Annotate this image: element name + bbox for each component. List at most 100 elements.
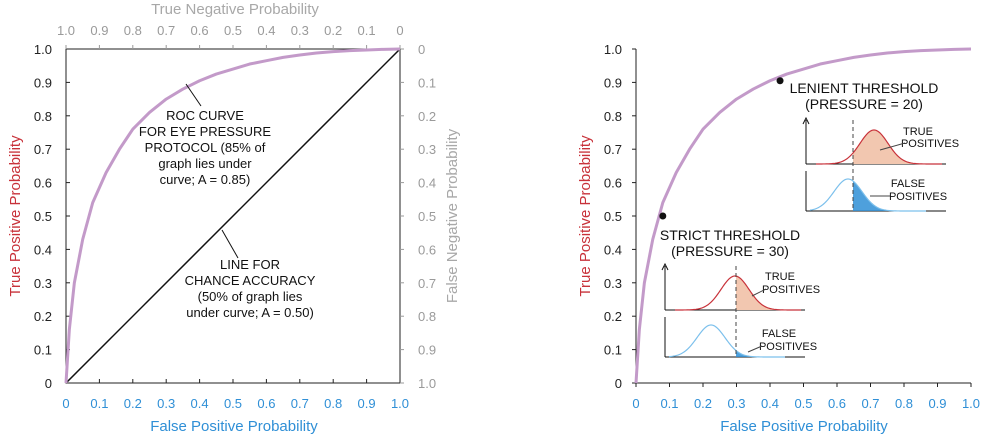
right-x-axis-label: False Positive Probability bbox=[720, 418, 888, 435]
left-chart bbox=[64, 45, 404, 384]
inset-label: TRUE bbox=[903, 126, 933, 138]
right-tick-label: 0.9 bbox=[418, 343, 436, 358]
inset-label: POSITIVES bbox=[889, 191, 947, 203]
noise-distribution bbox=[809, 178, 927, 212]
roc-note-line: ROC CURVE bbox=[166, 108, 244, 123]
roc-leader-line bbox=[185, 83, 202, 107]
right-tick-label: 0.6 bbox=[418, 242, 436, 257]
signal-distribution bbox=[815, 129, 943, 165]
y-tick-label: 0.9 bbox=[604, 75, 622, 90]
x-tick-label: 0.9 bbox=[928, 396, 946, 411]
left-y-axis-label: True Positive Probability bbox=[7, 135, 24, 297]
x-tick-label: 0 bbox=[62, 396, 69, 411]
label-pointer bbox=[747, 345, 763, 353]
top-tick-label: 0.6 bbox=[191, 23, 209, 38]
x-tick-label: 0.1 bbox=[660, 396, 678, 411]
x-tick-label: 0.4 bbox=[761, 396, 779, 411]
x-tick-label: 0.7 bbox=[861, 396, 879, 411]
x-tick-label: 0.8 bbox=[895, 396, 913, 411]
inset-label: POSITIVES bbox=[901, 138, 959, 150]
y-tick-label: 0.3 bbox=[604, 276, 622, 291]
chance-leader-line bbox=[221, 229, 239, 259]
y-tick-label: 0.4 bbox=[604, 242, 622, 257]
left-x-axis-label: False Positive Probability bbox=[150, 418, 318, 435]
y-tick-label: 0.6 bbox=[604, 176, 622, 191]
chance-note-line: under curve; A = 0.50) bbox=[186, 305, 314, 320]
x-tick-label: 0.3 bbox=[727, 396, 745, 411]
x-tick-label: 0.3 bbox=[157, 396, 175, 411]
y-tick-label: 0.2 bbox=[34, 309, 52, 324]
inset-label: POSITIVES bbox=[762, 284, 820, 296]
strict-inset-labels: TRUE POSITIVES FALSE POSITIVES bbox=[759, 271, 820, 353]
inset-label: TRUE bbox=[765, 271, 795, 283]
y-tick-label: 0 bbox=[45, 376, 52, 391]
x-tick-label: 0.4 bbox=[191, 396, 209, 411]
lenient-label-line: (PRESSURE = 20) bbox=[805, 96, 923, 112]
y-tick-label: 0.7 bbox=[34, 142, 52, 157]
roc-note-line: graph lies under bbox=[158, 156, 252, 171]
x-tick-label: 0.8 bbox=[324, 396, 342, 411]
right-tick-label: 0.7 bbox=[418, 276, 436, 291]
lenient-inset bbox=[802, 116, 946, 212]
y-tick-label: 0.1 bbox=[34, 343, 52, 358]
y-tick-label: 0 bbox=[615, 376, 622, 391]
y-tick-label: 0.4 bbox=[34, 242, 52, 257]
top-tick-label: 0.9 bbox=[90, 23, 108, 38]
roc-curve bbox=[634, 47, 972, 384]
x-tick-label: 0.1 bbox=[90, 396, 108, 411]
roc-annotation: ROC CURVE FOR EYE PRESSURE PROTOCOL (85%… bbox=[139, 108, 272, 187]
label-pointer bbox=[751, 288, 767, 297]
x-tick-label: 0.2 bbox=[124, 396, 142, 411]
y-tick-label: 0.2 bbox=[604, 309, 622, 324]
top-tick-label: 1.0 bbox=[57, 23, 75, 38]
right-y-axis-label: True Positive Probability bbox=[577, 135, 594, 297]
roc-curve bbox=[64, 47, 401, 384]
x-tick-label: 0 bbox=[632, 396, 639, 411]
y-tick-label: 1.0 bbox=[604, 42, 622, 57]
top-tick-label: 0.5 bbox=[224, 23, 242, 38]
y-tick-label: 0.5 bbox=[34, 209, 52, 224]
roc-note-line: FOR EYE PRESSURE bbox=[139, 124, 272, 139]
strict-threshold-point bbox=[659, 212, 667, 220]
top-tick-label: 0 bbox=[396, 23, 403, 38]
inset-label: FALSE bbox=[762, 328, 796, 340]
y-tick-label: 1.0 bbox=[34, 42, 52, 57]
x-tick-label: 0.6 bbox=[257, 396, 275, 411]
y-tick-label: 0.9 bbox=[34, 75, 52, 90]
strict-label-line: STRICT THRESHOLD bbox=[660, 227, 800, 243]
chance-line bbox=[65, 48, 401, 384]
right-tick-label: 0 bbox=[418, 42, 425, 57]
signal-distribution bbox=[674, 275, 802, 311]
inset-label: POSITIVES bbox=[759, 341, 817, 353]
x-tick-label: 0.5 bbox=[794, 396, 812, 411]
top-tick-label: 0.4 bbox=[257, 23, 275, 38]
chance-note-line: (50% of graph lies bbox=[198, 289, 303, 304]
x-tick-label: 0.9 bbox=[358, 396, 376, 411]
y-tick-label: 0.7 bbox=[604, 142, 622, 157]
lenient-label-line: LENIENT THRESHOLD bbox=[790, 80, 939, 96]
lenient-threshold-point bbox=[776, 77, 784, 85]
y-tick-label: 0.3 bbox=[34, 276, 52, 291]
right-tick-label: 0.2 bbox=[418, 109, 436, 124]
lenient-label: LENIENT THRESHOLD (PRESSURE = 20) bbox=[790, 80, 939, 112]
strict-label: STRICT THRESHOLD (PRESSURE = 30) bbox=[660, 227, 800, 259]
right-axis-label: False Negative Probability bbox=[444, 128, 461, 303]
right-tick-label: 0.4 bbox=[418, 176, 436, 191]
top-tick-label: 0.1 bbox=[358, 23, 376, 38]
top-tick-label: 0.8 bbox=[124, 23, 142, 38]
strict-inset bbox=[661, 262, 805, 358]
x-tick-label: 0.5 bbox=[224, 396, 242, 411]
noise-distribution bbox=[668, 324, 785, 358]
top-tick-label: 0.3 bbox=[291, 23, 309, 38]
chance-note-line: CHANCE ACCURACY bbox=[185, 273, 316, 288]
chance-annotation: LINE FOR CHANCE ACCURACY (50% of graph l… bbox=[185, 257, 316, 320]
y-tick-label: 0.6 bbox=[34, 176, 52, 191]
true-positive-area bbox=[736, 276, 801, 310]
top-axis-label: True Negative Probability bbox=[151, 1, 319, 18]
right-chart bbox=[632, 47, 972, 387]
x-tick-label: 0.7 bbox=[291, 396, 309, 411]
x-tick-label: 1.0 bbox=[391, 396, 409, 411]
false-positive-area bbox=[736, 350, 785, 357]
label-pointer bbox=[879, 142, 906, 151]
